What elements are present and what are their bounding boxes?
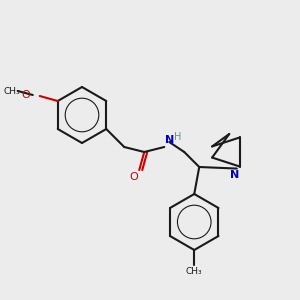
Text: N: N [230, 169, 239, 180]
Text: CH₃: CH₃ [3, 86, 20, 95]
Text: H: H [174, 132, 181, 142]
Text: O: O [130, 172, 139, 182]
Text: CH₃: CH₃ [186, 268, 202, 277]
Text: N: N [165, 135, 174, 145]
Text: O: O [21, 90, 30, 100]
